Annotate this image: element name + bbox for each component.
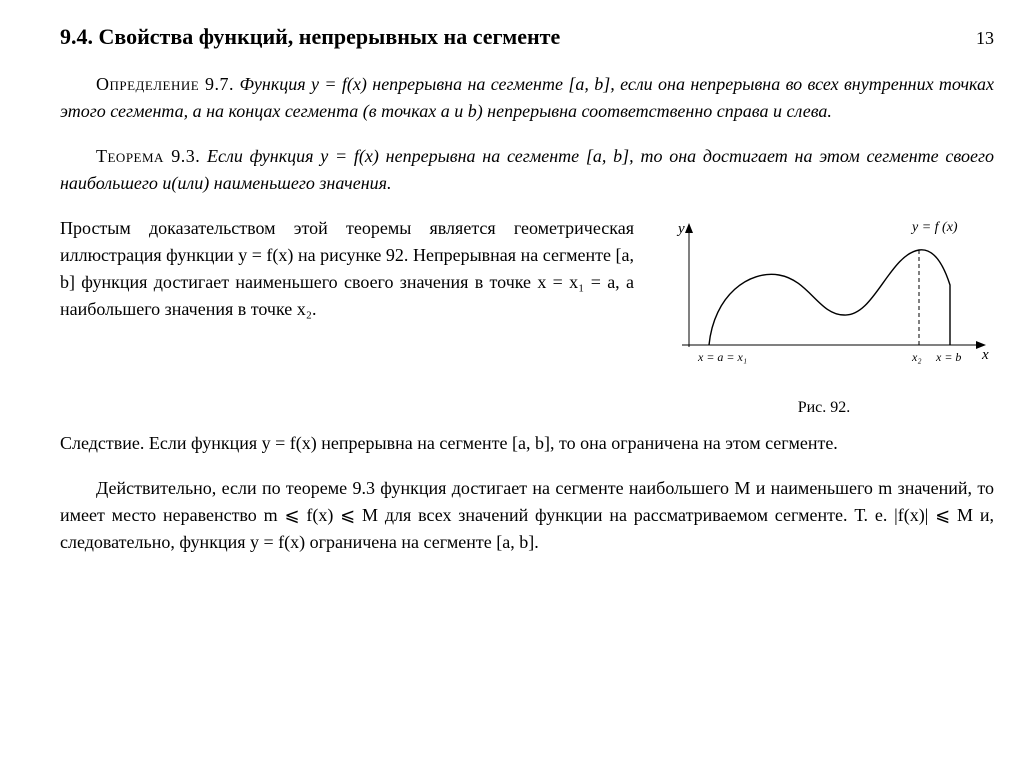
proof-text-column: Простым доказательством этой теоремы явл… xyxy=(60,215,634,341)
figure-column: y x y = f (x) x = a = x₁ x₂ x = b Рис. 9… xyxy=(654,215,994,420)
final-paragraph: Действительно, если по теореме 9.3 функц… xyxy=(60,475,994,556)
figure-text-row: Простым доказательством этой теоремы явл… xyxy=(60,215,994,420)
proof-paragraph: Простым доказательством этой теоремы явл… xyxy=(60,215,634,323)
figure-caption: Рис. 92. xyxy=(654,396,994,420)
definition-label: Определение 9.7. xyxy=(96,74,234,94)
curve-label: y = f (x) xyxy=(910,220,958,235)
x-left-label: x = a = x₁ xyxy=(697,350,747,364)
y-axis-label: y xyxy=(676,221,685,237)
x-axis-label: x xyxy=(981,347,989,363)
definition-paragraph: Определение 9.7. Функция y = f(x) непрер… xyxy=(60,71,994,125)
theorem-label: Теорема 9.3. xyxy=(96,146,200,166)
header-row: 9.4. Свойства функций, непрерывных на се… xyxy=(60,20,994,53)
corollary-paragraph: Следствие. Если функция y = f(x) непреры… xyxy=(60,430,994,457)
x-right-label: x = b xyxy=(935,350,961,364)
page-number: 13 xyxy=(976,25,994,52)
function-graph: y x y = f (x) x = a = x₁ x₂ x = b xyxy=(654,215,994,385)
x2-label: x₂ xyxy=(911,350,922,364)
theorem-text: Если функция y = f(x) непрерывна на сегм… xyxy=(60,146,994,193)
section-title: 9.4. Свойства функций, непрерывных на се… xyxy=(60,20,560,53)
theorem-paragraph: Теорема 9.3. Если функция y = f(x) непре… xyxy=(60,143,994,197)
